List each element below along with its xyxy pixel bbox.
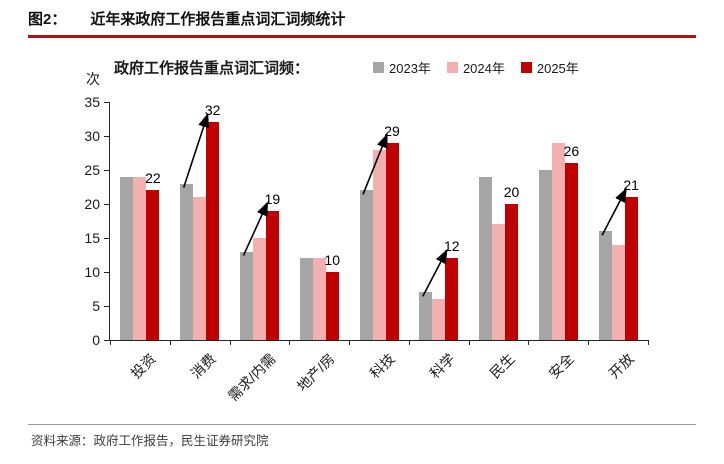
data-label-开放: 21 (623, 177, 639, 194)
bar-2025年-民生 (505, 204, 519, 340)
legend-label: 2024年 (462, 60, 505, 76)
bar-2025年-消费 (206, 122, 220, 340)
x-category-label-消费: 消费 (187, 350, 219, 382)
bar-2023年-需求/内需 (239, 251, 253, 340)
trend-arrow-icon-消费 (182, 112, 210, 188)
x-category-label-地产/房: 地产/房 (294, 350, 338, 395)
bar-2023年-安全 (538, 170, 552, 340)
figure-header: 图2： 近年来政府工作报告重点词汇词频统计 (28, 8, 345, 29)
x-tick (349, 340, 351, 345)
bar-2023年-科技 (359, 190, 373, 340)
bar-2024年-需求/内需 (252, 238, 266, 340)
x-tick (648, 340, 649, 345)
bar-2025年-科学 (445, 258, 459, 340)
y-tick (104, 136, 109, 137)
bar-2025年-科技 (385, 142, 399, 340)
y-tick (104, 340, 109, 341)
x-tick (408, 340, 410, 345)
legend-row: 政府工作报告重点词汇词频： 2023年 2024年 2025年 (114, 57, 595, 78)
data-label-科技: 29 (384, 122, 400, 139)
x-tick (588, 340, 590, 345)
y-tick (104, 272, 109, 273)
y-tick-label: 25 (84, 162, 100, 178)
data-label-民生: 20 (503, 184, 520, 200)
bar-2023年-科学 (419, 292, 433, 340)
y-tick (104, 102, 109, 103)
bar-2024年-科学 (432, 299, 446, 340)
bar-2024年-安全 (551, 142, 565, 340)
x-tick (528, 340, 530, 345)
source-text: 资料来源：政府工作报告，民生证券研究院 (31, 434, 269, 448)
data-label-安全: 26 (563, 143, 580, 160)
legend-swatch-icon (520, 61, 532, 73)
y-tick-label: 5 (92, 298, 100, 314)
y-tick (104, 204, 109, 205)
legend-swatch-icon (373, 61, 385, 73)
bar-2024年-科技 (372, 149, 386, 340)
x-category-label-民生: 民生 (486, 350, 518, 382)
y-tick-label: 30 (84, 128, 100, 144)
legend-item-2025年: 2025年 (520, 58, 579, 77)
y-tick (104, 306, 109, 307)
header-rule (28, 35, 696, 38)
bar-2024年-民生 (492, 224, 506, 340)
y-tick (104, 170, 109, 171)
legend-items: 2023年 2024年 2025年 (373, 58, 595, 78)
data-label-地产/房: 10 (324, 252, 341, 268)
bar-2025年-需求/内需 (265, 210, 279, 340)
bar-2023年-开放 (598, 231, 612, 340)
x-tick (110, 340, 111, 345)
x-category-label-投资: 投资 (127, 350, 159, 382)
figure-number: 图2： (28, 11, 67, 28)
chart-title: 政府工作报告重点词汇词频： (114, 60, 310, 77)
figure-title: 近年来政府工作报告重点词汇词频统计 (90, 11, 346, 28)
data-label-投资: 22 (145, 170, 161, 187)
bar-2024年-投资 (133, 176, 147, 340)
x-category-label-科学: 科学 (426, 350, 458, 382)
trend-arrow-icon-科学 (422, 248, 448, 297)
trend-arrow-icon-开放 (601, 187, 627, 236)
bar-2025年-安全 (564, 163, 578, 340)
data-label-消费: 32 (204, 102, 221, 119)
footer-divider (28, 424, 696, 425)
bar-2024年-开放 (611, 244, 625, 340)
legend-item-2024年: 2024年 (446, 58, 505, 77)
y-tick-label: 10 (84, 264, 100, 280)
bar-2024年-地产/房 (312, 258, 326, 340)
bar-2023年-投资 (120, 176, 134, 340)
bar-2025年-地产/房 (325, 272, 339, 340)
x-category-label-科技: 科技 (366, 350, 398, 382)
bar-2025年-投资 (146, 190, 160, 340)
y-tick-label: 0 (92, 332, 100, 348)
y-axis-unit: 次 (86, 71, 100, 87)
y-tick-label: 20 (84, 196, 100, 212)
y-tick-label: 15 (84, 230, 100, 246)
y-tick-label: 35 (84, 94, 100, 110)
x-category-label-需求/内需: 需求/内需 (224, 350, 279, 405)
x-tick (229, 340, 231, 345)
y-tick (104, 238, 109, 239)
bar-2023年-消费 (180, 183, 194, 340)
data-label-需求/内需: 19 (264, 190, 281, 207)
x-axis (109, 340, 648, 341)
x-category-label-安全: 安全 (545, 350, 578, 382)
bar-2023年-地产/房 (299, 258, 313, 340)
y-axis (109, 102, 110, 341)
legend-item-2023年: 2023年 (373, 58, 431, 77)
bar-2024年-消费 (193, 197, 207, 340)
x-tick (289, 340, 291, 345)
x-tick (169, 340, 171, 345)
x-category-label-开放: 开放 (605, 350, 637, 382)
data-label-科学: 12 (443, 238, 460, 255)
legend-label: 2023年 (389, 60, 431, 76)
bar-2023年-民生 (479, 176, 493, 340)
legend-swatch-icon (446, 61, 458, 73)
legend-label: 2025年 (536, 60, 579, 76)
x-tick (468, 340, 470, 345)
bar-2025年-开放 (624, 197, 638, 340)
